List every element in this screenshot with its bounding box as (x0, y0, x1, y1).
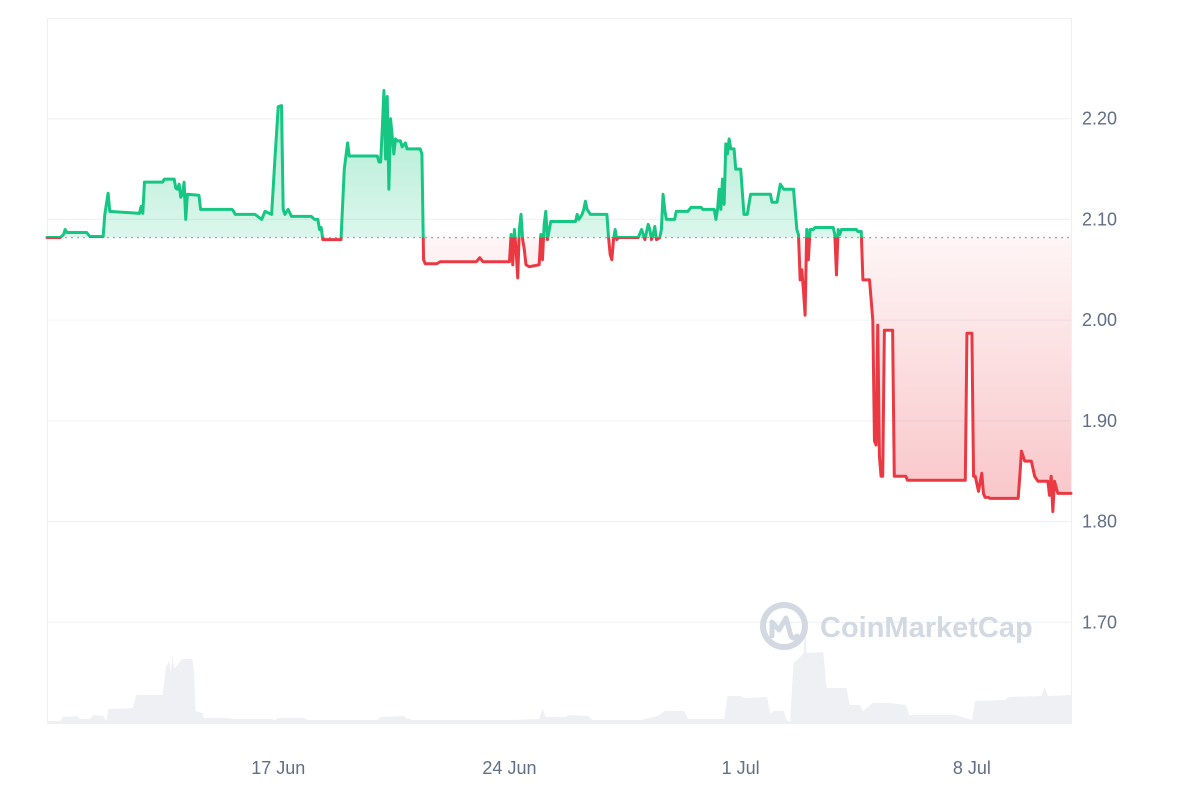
x-tick-label: 8 Jul (953, 758, 991, 778)
price-area-fills (47, 90, 1071, 512)
x-tick-label: 1 Jul (722, 758, 760, 778)
x-tick-label: 17 Jun (251, 758, 305, 778)
y-tick-label: 1.80 (1082, 512, 1117, 532)
watermark: CoinMarketCap (760, 602, 1033, 650)
price-area-down (47, 237, 1071, 512)
y-tick-label: 2.00 (1082, 310, 1117, 330)
price-lines (45, 89, 1073, 513)
plot-frame (47, 18, 1072, 724)
coinmarketcap-logo-icon (760, 602, 808, 650)
x-tick-label: 24 Jun (482, 758, 536, 778)
volume-series (47, 628, 1071, 723)
price-line-down (45, 237, 1073, 513)
y-tick-label: 2.20 (1082, 109, 1117, 129)
price-area-up (47, 90, 1071, 238)
x-axis: 17 Jun 24 Jun 1 Jul 8 Jul (251, 758, 991, 778)
volume-area (47, 628, 1071, 723)
price-line-up (45, 89, 863, 238)
y-tick-label: 1.90 (1082, 411, 1117, 431)
watermark-text: CoinMarketCap (820, 612, 1033, 644)
y-axis: 2.20 2.10 2.00 1.90 1.80 1.70 (1082, 109, 1117, 633)
y-tick-label: 2.10 (1082, 209, 1117, 229)
y-tick-label: 1.70 (1082, 612, 1117, 632)
